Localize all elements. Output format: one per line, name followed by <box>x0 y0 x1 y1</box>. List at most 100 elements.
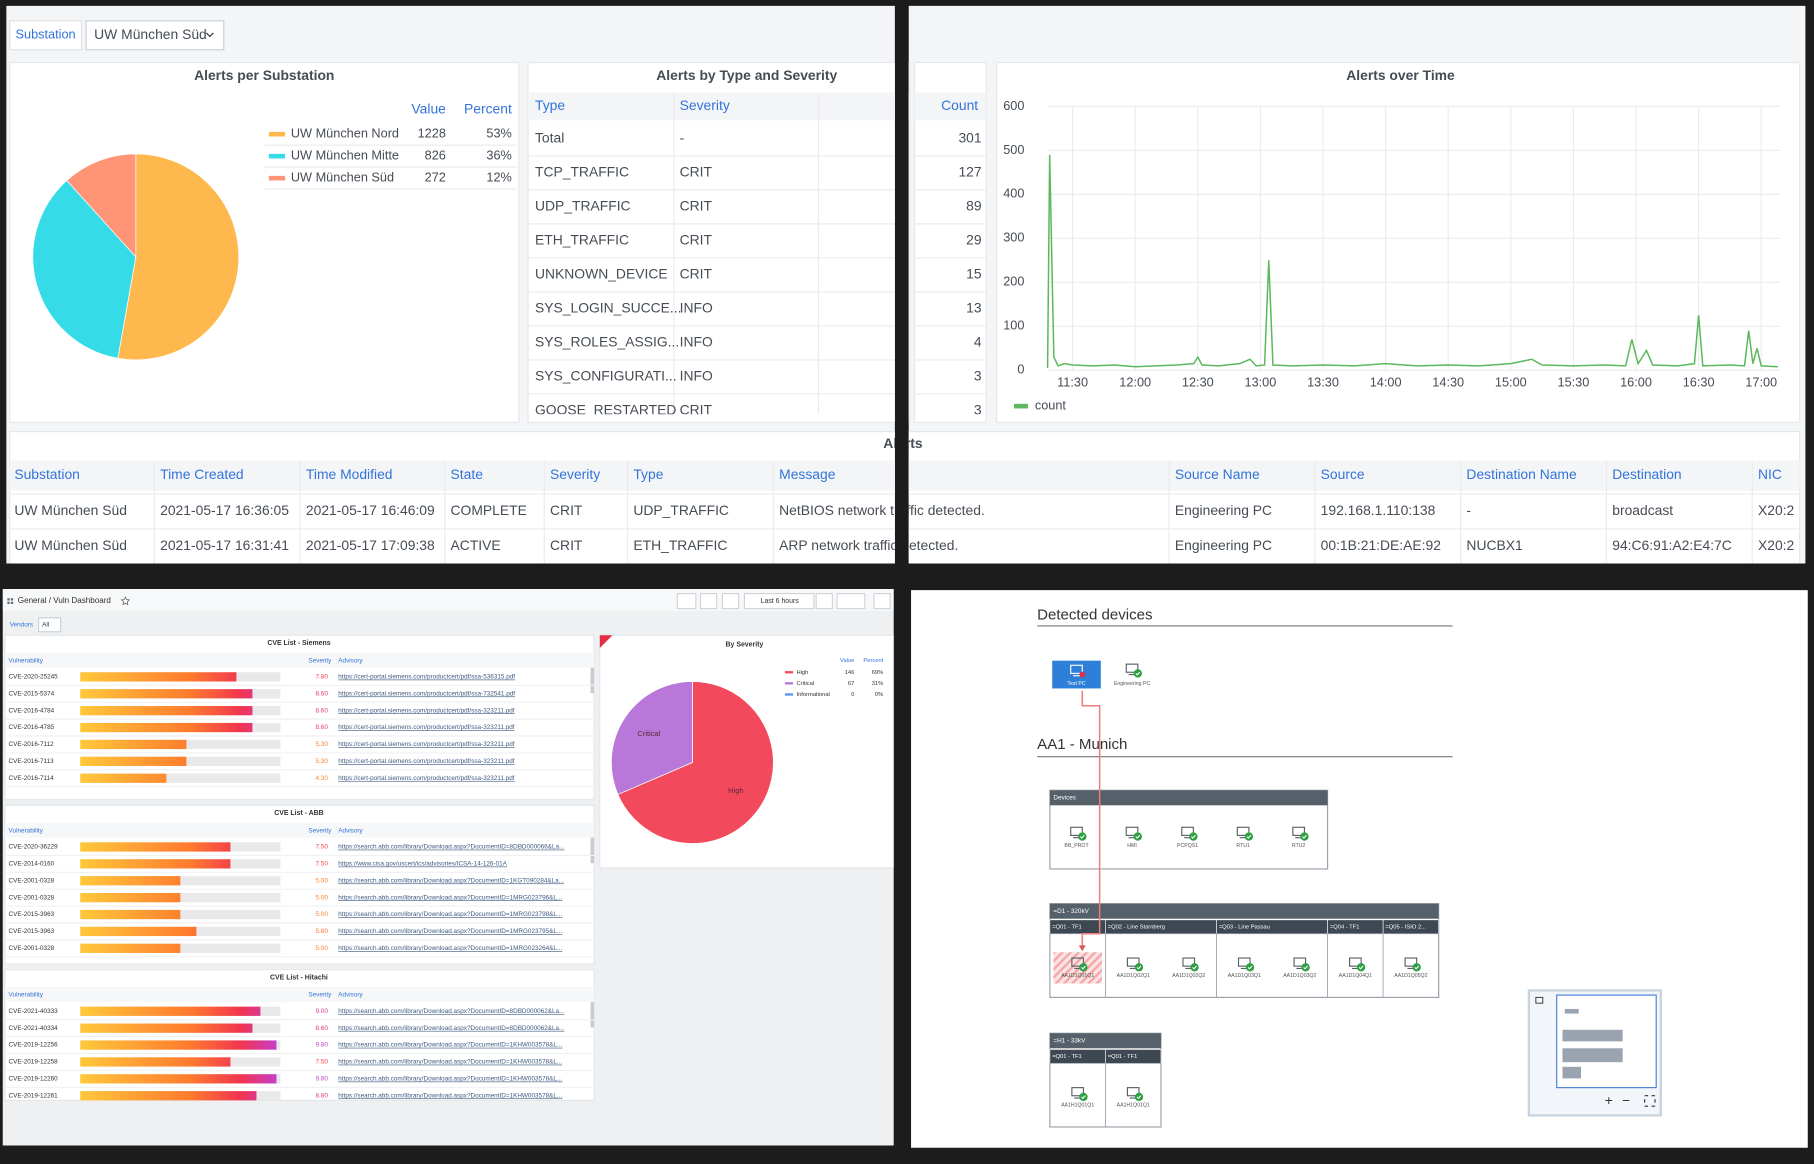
device-label: AA1D1Q05Q2 <box>1394 973 1427 979</box>
severity-value: 5.00 <box>316 945 329 952</box>
bay-box <box>1105 1062 1162 1128</box>
bay-title: =Q03 - Line Passau <box>1219 924 1270 930</box>
cell-count: 4 <box>974 334 982 350</box>
advisory-link[interactable]: https://cert-portal.siemens.com/productc… <box>338 690 515 697</box>
severity-value: 8.80 <box>316 1092 329 1099</box>
cell: 2021-05-17 16:31:41 <box>160 537 289 553</box>
cell-severity: - <box>680 130 685 146</box>
advisory-link[interactable]: https://search.abb.com/library/Download.… <box>338 1042 562 1049</box>
advisory-link[interactable]: https://www.cisa.gov/uscert/ics/advisori… <box>338 861 507 868</box>
apps-icon <box>10 598 14 601</box>
zoom-in[interactable]: + <box>1605 1092 1613 1108</box>
advisory-link[interactable]: https://search.abb.com/library/Download.… <box>338 928 562 935</box>
cell: 2021-05-17 16:36:05 <box>160 502 289 518</box>
zoom-out[interactable]: − <box>1622 1092 1630 1108</box>
severity-value: 8.60 <box>316 707 329 714</box>
toolbar-button[interactable] <box>699 592 718 610</box>
cell: CRIT <box>550 502 583 518</box>
severity-bar <box>80 706 253 716</box>
status-ok <box>1133 832 1142 841</box>
apps-icon <box>10 601 14 604</box>
x-tick-label: 14:00 <box>1370 374 1402 389</box>
status-check <box>1135 834 1141 839</box>
slice-label: Critical <box>637 729 660 738</box>
advisory-link[interactable]: https://search.abb.com/library/Download.… <box>338 1008 564 1015</box>
cell: broadcast <box>1612 502 1673 518</box>
severity-bar <box>80 1057 231 1067</box>
column-header: Time Modified <box>306 466 393 482</box>
advisory-link[interactable]: https://search.abb.com/library/Download.… <box>338 844 564 851</box>
chevron <box>205 32 214 38</box>
cell: CRIT <box>550 537 583 553</box>
advisory-link[interactable]: https://search.abb.com/library/Download.… <box>338 1059 562 1066</box>
bay-title: =Q01 - TF1 <box>1108 1054 1138 1060</box>
advisory-link[interactable]: https://search.abb.com/library/Download.… <box>338 911 562 918</box>
y-tick-label: 400 <box>1003 186 1024 201</box>
cell-type: TCP_TRAFFIC <box>535 164 629 180</box>
status-ok <box>1244 832 1254 841</box>
severity-value: 5.00 <box>316 877 329 884</box>
bay-title: =Q05 - ISIO 2... <box>1385 924 1426 930</box>
cve-id: CVE-2001-0328 <box>9 945 55 952</box>
toolbar-button[interactable] <box>743 592 815 610</box>
device-icon <box>1125 663 1139 673</box>
advisory-link[interactable]: https://search.abb.com/library/Download.… <box>338 1025 564 1032</box>
severity-value: 9.80 <box>316 1076 329 1083</box>
advisory-link[interactable]: https://search.abb.com/library/Download.… <box>338 945 562 952</box>
advisory-link[interactable]: https://cert-portal.siemens.com/productc… <box>338 741 514 748</box>
toolbar-button[interactable] <box>873 592 891 610</box>
gauge-bg <box>80 773 281 783</box>
advisory-link[interactable]: https://cert-portal.siemens.com/productc… <box>338 758 514 765</box>
pie-slice <box>617 681 774 844</box>
series-line <box>1046 154 1778 369</box>
fit-button[interactable] <box>1644 1095 1656 1107</box>
status-check <box>1246 834 1252 839</box>
device-label: AA1H1Q01Q1 <box>1061 1102 1094 1108</box>
apps-icon <box>7 598 10 601</box>
legend-value: 0 <box>851 692 854 698</box>
advisory-link[interactable]: https://search.abb.com/library/Download.… <box>338 894 562 901</box>
advisory-link[interactable]: https://cert-portal.siemens.com/productc… <box>338 775 514 782</box>
cell: - <box>1466 502 1471 518</box>
legend-value: 67 <box>848 681 854 687</box>
minimap-node <box>1564 1008 1579 1014</box>
x-tick-label: 11:30 <box>1057 374 1088 389</box>
panel-title: Alerts over Time <box>1346 67 1455 83</box>
filter-dropdown[interactable] <box>85 20 225 51</box>
time-picker[interactable]: Last 6 hours <box>761 598 800 605</box>
device-icon <box>1070 826 1083 836</box>
filter-value[interactable]: All <box>42 621 49 628</box>
status-check <box>1302 834 1307 839</box>
device-icon <box>1181 826 1194 836</box>
cve-id: CVE-2019-12256 <box>9 1042 59 1049</box>
status-ok <box>1078 832 1087 841</box>
toolbar-button[interactable] <box>676 592 697 610</box>
bay-title: =Q02 - Line Starnberg <box>1108 924 1165 930</box>
y-tick-label: 0 <box>1017 362 1024 377</box>
advisory-link[interactable]: https://cert-portal.siemens.com/productc… <box>338 707 514 714</box>
filter-dropdown[interactable] <box>38 617 62 633</box>
cell: 94:C6:91:A2:E4:7C <box>1612 537 1732 553</box>
x-tick-label: 13:00 <box>1245 374 1277 389</box>
filter-value[interactable]: UW München Süd <box>94 26 207 42</box>
status-ok <box>1300 832 1309 841</box>
advisory-link[interactable]: https://cert-portal.siemens.com/productc… <box>338 724 514 731</box>
bay-title: =Q01 - TF1 <box>1052 924 1082 930</box>
advisory-link[interactable]: https://search.abb.com/library/Download.… <box>338 877 564 884</box>
legend-name: Critical <box>797 681 815 687</box>
cell: ARP network traffic detected. <box>779 537 958 553</box>
severity-bar <box>80 859 231 869</box>
advisory-link[interactable]: https://search.abb.com/library/Download.… <box>338 1092 562 1099</box>
status-ok <box>1134 963 1144 972</box>
toolbar-button[interactable] <box>836 592 866 610</box>
cve-id: CVE-2015-3963 <box>9 911 55 918</box>
advisory-link[interactable]: https://cert-portal.siemens.com/productc… <box>338 674 515 681</box>
minimap-toggle[interactable] <box>1535 996 1544 1004</box>
toolbar-button[interactable] <box>721 592 740 610</box>
cell-type: UNKNOWN_DEVICE <box>535 266 668 282</box>
device-label: AA1D1Q03Q2 <box>1283 973 1316 979</box>
toolbar-button[interactable] <box>815 592 833 610</box>
section-title: Detected devices <box>1037 607 1152 624</box>
legend-value: 272 <box>425 170 446 185</box>
advisory-link[interactable]: https://search.abb.com/library/Download.… <box>338 1076 562 1083</box>
